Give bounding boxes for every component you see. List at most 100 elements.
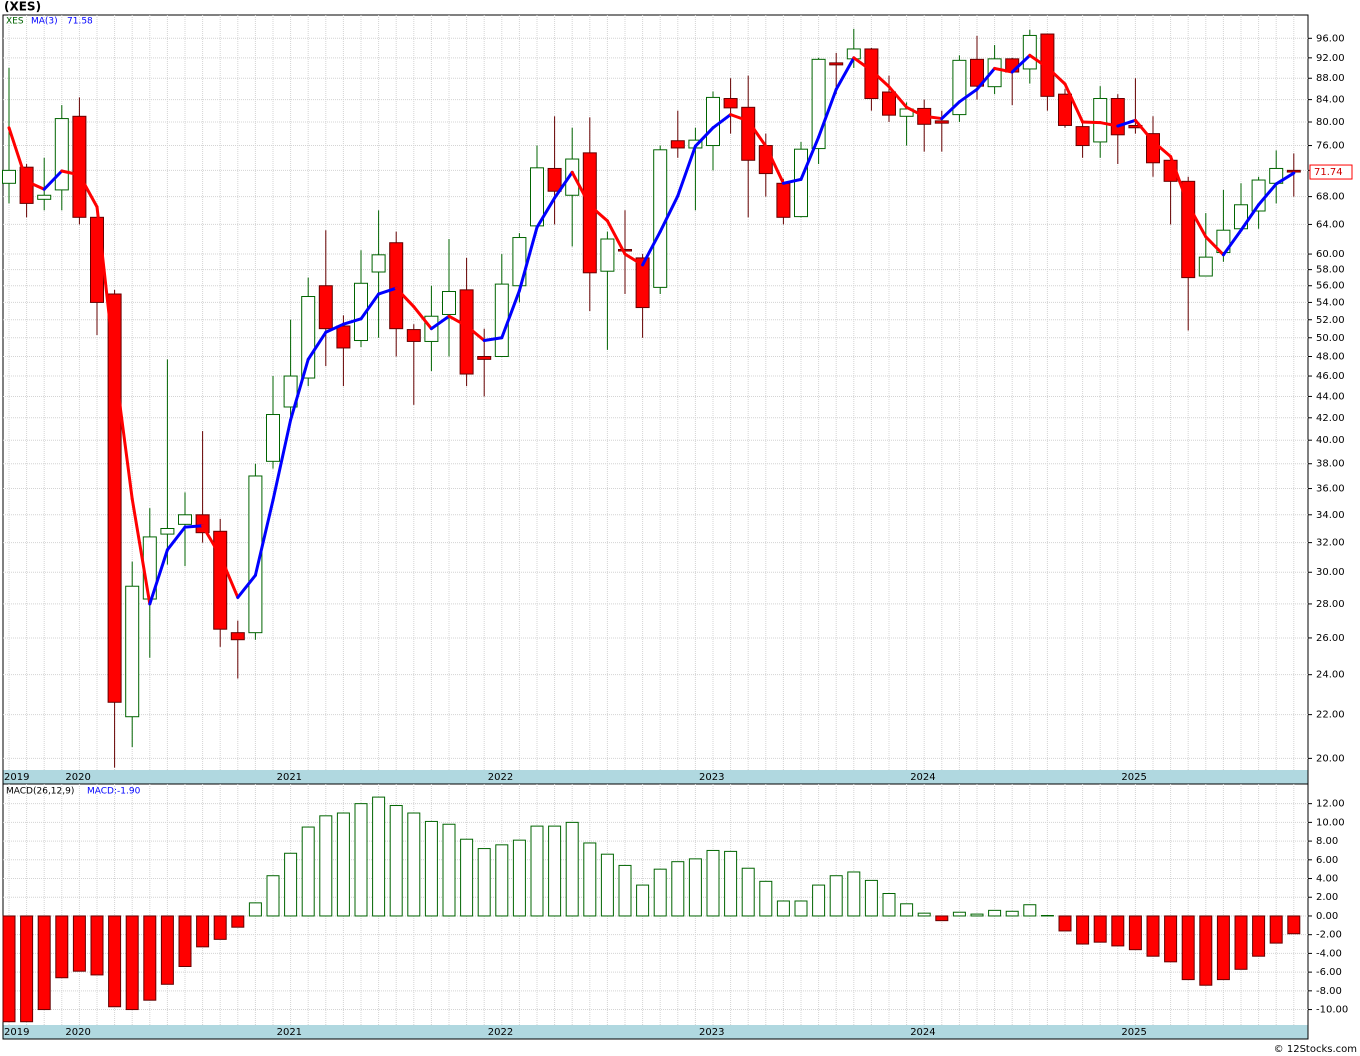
- candle-body: [1110, 98, 1125, 136]
- ma-segment: [957, 87, 979, 104]
- candle-body: [635, 257, 650, 309]
- ma-segment: [588, 203, 609, 223]
- ma-segment: [905, 105, 926, 118]
- ma-segment: [1063, 82, 1085, 124]
- macd-bar: [988, 909, 1002, 917]
- ma-segment: [940, 100, 961, 121]
- ma-segment: [711, 113, 733, 130]
- candle-body: [389, 242, 404, 330]
- macd-bar: [407, 812, 421, 917]
- legend-ma-value: 71.58: [67, 17, 93, 27]
- candle-body: [1093, 98, 1108, 143]
- ma-segment: [658, 194, 680, 234]
- x-tick-label: 2024: [910, 772, 935, 783]
- candle-body: [72, 115, 87, 218]
- candle-body: [582, 152, 597, 274]
- ma-segment: [834, 56, 856, 91]
- ma-segment: [289, 357, 310, 422]
- ma-segment: [1081, 120, 1102, 125]
- ma-segment: [429, 314, 451, 331]
- y-tick-label: 64.00: [1316, 219, 1345, 230]
- candle-body: [758, 145, 773, 175]
- ma-segment: [95, 205, 117, 366]
- macd-bar: [565, 821, 579, 917]
- macd-bar: [741, 867, 755, 917]
- macd-bar: [636, 884, 650, 917]
- y-tick-label: 84.00: [1316, 95, 1345, 106]
- y-tick-label: 4.00: [1316, 874, 1338, 885]
- ma-segment: [1116, 118, 1137, 128]
- ma-segment: [25, 179, 46, 191]
- macd-bar: [1234, 915, 1248, 970]
- y-tick-label: 54.00: [1316, 297, 1345, 308]
- y-tick-label: 24.00: [1316, 670, 1345, 681]
- ma-segment: [324, 322, 345, 334]
- y-tick-label: 52.00: [1316, 315, 1345, 326]
- macd-bar: [1058, 915, 1072, 932]
- macd-bar: [618, 864, 632, 917]
- ma-segment: [500, 289, 521, 340]
- x-tick-label: 2020: [65, 1027, 90, 1038]
- ma-segment: [993, 66, 1014, 74]
- y-tick-label: 80.00: [1316, 117, 1345, 128]
- macd-bar: [424, 820, 438, 917]
- watermark: © 12Stocks.com: [1274, 1044, 1357, 1055]
- ma-segment: [412, 305, 433, 331]
- macd-bar: [160, 915, 174, 985]
- y-tick-label: 6.00: [1316, 855, 1338, 866]
- y-tick-label: 22.00: [1316, 710, 1345, 721]
- ma-segment: [641, 230, 662, 267]
- ma-segment: [1274, 171, 1296, 186]
- macd-bar: [460, 838, 474, 917]
- candle-body: [723, 98, 738, 109]
- macd-bar: [847, 871, 861, 917]
- macd-bar: [952, 911, 966, 917]
- ma-segment: [236, 573, 257, 599]
- y-tick-label: 2.00: [1316, 892, 1338, 903]
- ma-segment: [676, 144, 697, 198]
- y-tick-label: 58.00: [1316, 265, 1345, 276]
- ma-segment: [1204, 235, 1225, 257]
- y-tick-label: 56.00: [1316, 281, 1345, 292]
- macd-bar: [548, 825, 562, 917]
- macd-bar: [2, 915, 16, 1023]
- candle-body: [706, 96, 720, 147]
- macd-bar: [301, 826, 315, 917]
- macd-bar: [20, 915, 34, 1023]
- legend-macd-value: MACD:-1.90: [87, 787, 141, 797]
- candle-body: [406, 329, 421, 342]
- chart-title: (XES): [4, 0, 41, 14]
- ma-segment: [447, 314, 469, 328]
- macd-bar: [1111, 915, 1125, 947]
- y-tick-label: 42.00: [1316, 413, 1345, 424]
- ma-segment: [60, 169, 81, 177]
- y-tick-label: 0.00: [1316, 911, 1338, 922]
- x-tick-label: 2021: [277, 1027, 302, 1038]
- candle-body: [318, 285, 333, 330]
- ma-segment: [465, 324, 486, 343]
- date-strip: [3, 1025, 1308, 1039]
- x-tick-label: 2019: [4, 1027, 29, 1038]
- macd-bar: [583, 842, 597, 917]
- macd-bar: [530, 825, 544, 917]
- candle-body: [301, 296, 316, 379]
- macd-bar: [900, 903, 914, 917]
- ma-segment: [130, 497, 152, 606]
- candle-body: [653, 149, 668, 288]
- y-tick-label: 50.00: [1316, 333, 1345, 344]
- candle-body: [266, 414, 280, 462]
- macd-bar: [776, 900, 790, 917]
- macd-bar: [1146, 915, 1160, 957]
- macd-bar: [90, 915, 104, 976]
- macd-bar: [125, 915, 139, 1011]
- ma-segment: [535, 196, 557, 229]
- candle-body: [882, 91, 896, 116]
- ma-segment: [517, 225, 539, 293]
- ma-segment: [165, 525, 187, 552]
- legend-macd: MACD(26,12,9): [6, 787, 74, 797]
- y-tick-label: 96.00: [1316, 33, 1345, 44]
- ma-segment: [553, 170, 574, 200]
- ma-segment: [113, 362, 134, 501]
- candle-body: [1181, 180, 1196, 279]
- ma-segment: [1098, 121, 1120, 128]
